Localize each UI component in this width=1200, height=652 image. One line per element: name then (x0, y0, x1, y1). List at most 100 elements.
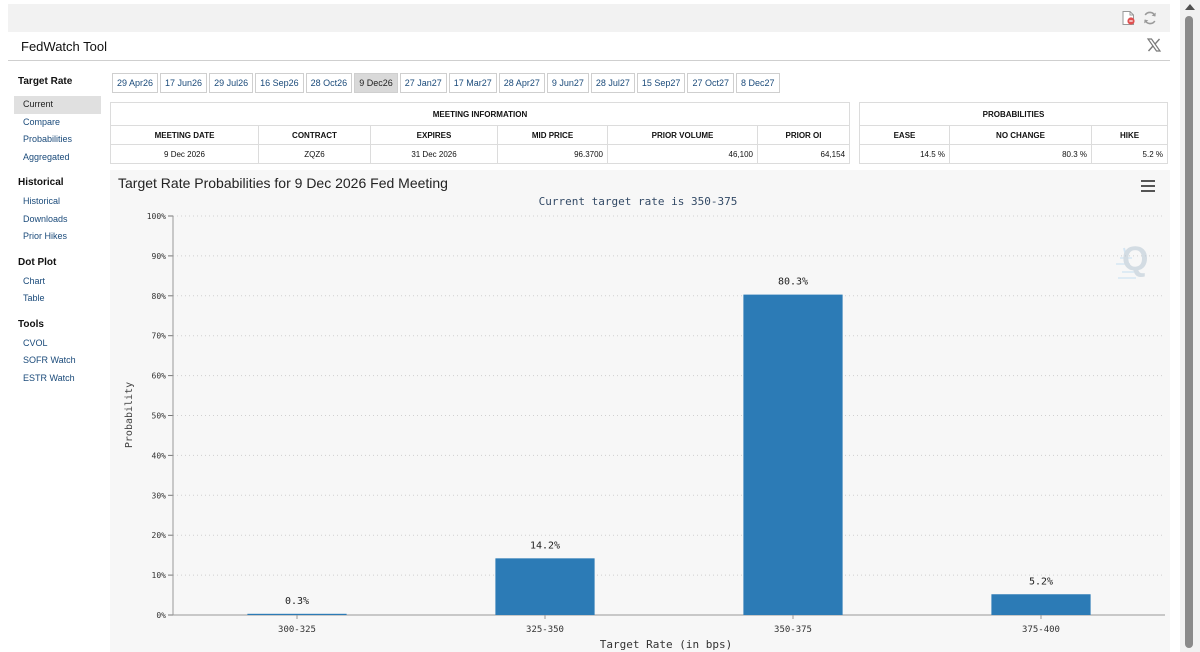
tab-28-apr27[interactable]: 28 Apr27 (498, 73, 545, 93)
y-tick-label: 100% (147, 212, 166, 221)
sidebar-item-table[interactable]: Table (23, 293, 45, 303)
x-tick-label-325-350: 325-350 (526, 625, 564, 635)
meeting-information-table: MEETING INFORMATION MEETING DATE CONTRAC… (109, 102, 851, 164)
col-header-mid-price: MID PRICE (497, 125, 608, 145)
chart-axes (168, 215, 1165, 619)
probabilities-title: PROBABILITIES (859, 102, 1168, 126)
bar-300-325[interactable] (247, 613, 347, 615)
tab-17-jun26[interactable]: 17 Jun26 (160, 73, 208, 93)
scroll-up-arrow-icon[interactable] (1185, 4, 1195, 10)
tab-9-dec26[interactable]: 9 Dec26 (354, 73, 398, 93)
y-tick-label: 50% (152, 412, 167, 421)
cell-ease: 14.5 % (859, 144, 950, 164)
sidebar-item-sofr-watch[interactable]: SOFR Watch (23, 355, 76, 365)
sidebar-item-probabilities[interactable]: Probabilities (23, 134, 73, 144)
sidebar-heading-target-rate: Target Rate (18, 76, 73, 87)
bar-375-400[interactable] (991, 594, 1091, 615)
sidebar-nav: Target Rate Current Compare Probabilitie… (14, 74, 104, 387)
sidebar-item-chart[interactable]: Chart (23, 275, 46, 286)
col-header-contract: CONTRACT (258, 125, 371, 145)
sidebar-heading-historical: Historical (18, 177, 64, 188)
cell-mid-price: 96.3700 (497, 144, 608, 164)
pdf-icon[interactable] (1120, 10, 1136, 26)
chart-svg: Current target rate is 350-375 0% 10% 20% 30… (124, 195, 1165, 651)
col-header-expires: EXPIRES (370, 125, 498, 145)
tab-16-sep26[interactable]: 16 Sep26 (255, 73, 304, 93)
title-row: FedWatch Tool (8, 32, 1170, 61)
cell-no-change: 80.3 % (949, 144, 1092, 164)
cell-contract: ZQZ6 (258, 144, 371, 164)
y-tick-label: 60% (152, 372, 167, 381)
cell-meeting-date: 9 Dec 2026 (110, 144, 259, 164)
data-label-375-400: 5.2% (1029, 576, 1053, 587)
meeting-information-title: MEETING INFORMATION (109, 102, 851, 126)
y-tick-label: 40% (152, 451, 167, 460)
app-title: FedWatch Tool (21, 39, 107, 54)
meeting-date-tabs: 29 Apr26 17 Jun26 29 Jul26 16 Sep26 28 O… (112, 73, 782, 93)
x-tick-label-350-375: 350-375 (774, 625, 812, 635)
bar-350-375[interactable] (743, 294, 843, 615)
probabilities-table: PROBABILITIES EASE NO CHANGE HIKE 14.5 %… (859, 102, 1168, 164)
cme-q-logo: Q (1116, 240, 1148, 279)
grid-lines (173, 215, 1165, 576)
cell-prior-oi: 64,154 (756, 144, 851, 164)
chart-bars (247, 294, 1091, 615)
tab-27-oct27[interactable]: 27 Oct27 (687, 73, 734, 93)
tab-28-oct26[interactable]: 28 Oct26 (305, 73, 353, 93)
y-tick-label: 70% (152, 332, 167, 341)
tab-9-jun27[interactable]: 9 Jun27 (546, 73, 589, 93)
hamburger-menu-icon[interactable] (1141, 180, 1155, 192)
tab-17-mar27[interactable]: 17 Mar27 (448, 73, 497, 93)
y-tick-label: 20% (152, 531, 167, 540)
tab-29-jul26[interactable]: 29 Jul26 (209, 73, 254, 93)
sidebar-item-aggregated[interactable]: Aggregated (23, 151, 70, 162)
sidebar-item-downloads[interactable]: Downloads (23, 213, 68, 224)
col-header-meeting-date: MEETING DATE (110, 125, 259, 145)
sidebar-item-estr-watch[interactable]: ESTR Watch (23, 372, 75, 383)
col-header-prior-volume: PRIOR VOLUME (607, 125, 758, 145)
y-tick-label: 90% (152, 252, 167, 261)
data-label-325-350: 14.2% (530, 540, 560, 551)
cell-expires: 31 Dec 2026 (370, 144, 498, 164)
cell-prior-volume: 46,100 (607, 144, 758, 164)
top-toolbar (8, 4, 1170, 32)
sidebar-item-current[interactable]: Current (14, 96, 101, 114)
tab-8-dec27[interactable]: 8 Dec27 (735, 73, 780, 93)
data-label-350-375: 80.3% (778, 277, 808, 288)
tab-27-jan27[interactable]: 27 Jan27 (399, 73, 447, 93)
cell-hike: 5.2 % (1091, 144, 1168, 164)
y-axis-label: Probability (124, 382, 135, 448)
bar-325-350[interactable] (495, 558, 595, 615)
sidebar-heading-dot-plot: Dot Plot (18, 256, 57, 268)
sidebar-item-prior-hikes[interactable]: Prior Hikes (23, 231, 68, 241)
chart-subtitle: Current target rate is 350-375 (539, 195, 738, 208)
refresh-icon[interactable] (1142, 10, 1158, 26)
sidebar-item-historical[interactable]: Historical (23, 196, 61, 206)
y-tick-label: 80% (152, 292, 167, 301)
sidebar-heading-tools: Tools (18, 318, 44, 330)
x-logo-icon[interactable] (1146, 37, 1162, 53)
y-tick-label: 0% (156, 611, 166, 620)
y-tick-label: 10% (152, 571, 167, 580)
chart-labels: Current target rate is 350-375 0% 10% 20% 30… (124, 195, 1060, 651)
vertical-scrollbar[interactable] (1180, 0, 1200, 652)
tab-29-apr26[interactable]: 29 Apr26 (112, 73, 159, 93)
scrollbar-thumb[interactable] (1185, 16, 1193, 648)
x-tick-label-375-400: 375-400 (1022, 625, 1060, 635)
col-header-no-change: NO CHANGE (949, 125, 1092, 145)
tab-15-sep27[interactable]: 15 Sep27 (636, 73, 686, 93)
col-header-prior-oi: PRIOR OI (756, 125, 851, 145)
col-header-ease: EASE (859, 125, 950, 145)
x-tick-label-300-325: 300-325 (278, 625, 316, 635)
x-axis-label: Target Rate (in bps) (600, 638, 732, 651)
sidebar-item-cvol[interactable]: CVOL (23, 337, 48, 348)
svg-text:Q: Q (1122, 240, 1148, 278)
probability-chart: Current target rate is 350-375 0% 10% 20% 30… (110, 170, 1170, 652)
chart-title: Target Rate Probabilities for 9 Dec 2026… (118, 175, 448, 191)
col-header-hike: HIKE (1091, 125, 1168, 145)
data-label-300-325: 0.3% (285, 596, 309, 607)
y-tick-label: 30% (152, 491, 167, 500)
tab-28-jul27[interactable]: 28 Jul27 (590, 73, 635, 93)
sidebar-item-compare[interactable]: Compare (23, 116, 61, 127)
